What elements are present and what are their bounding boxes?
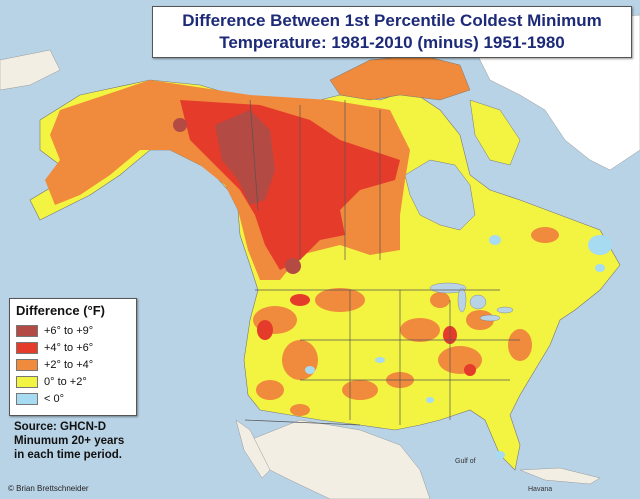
- legend-swatch: [16, 392, 38, 405]
- hudson-bay: [404, 159, 476, 231]
- legend-label: 0° to +2°: [44, 375, 87, 388]
- legend-item: 0° to +2°: [16, 373, 130, 390]
- zone-warm-strong-yukon: [215, 110, 275, 205]
- cuba: [519, 467, 601, 485]
- zone-cool-conus: [305, 235, 605, 459]
- legend-item: +4° to +6°: [16, 339, 130, 356]
- great-lakes: [429, 282, 514, 322]
- source-line3: in each time period.: [14, 449, 122, 461]
- zone-warm-low-labrador: [531, 227, 559, 243]
- zone-warm-mid-conus: [257, 294, 476, 376]
- credit: © Brian Brettschneider: [8, 484, 89, 493]
- zone-warm-strong-alaska: [173, 118, 187, 132]
- legend-swatch: [16, 324, 38, 337]
- place-label-havana: Havana: [528, 486, 553, 493]
- borders: [244, 99, 520, 426]
- zone-warm-low-conus: [253, 288, 532, 416]
- place-label-gulf: Gulf of: [455, 458, 476, 465]
- mexico: [249, 419, 431, 499]
- map-title: Difference Between 1st Percentile Coldes…: [152, 6, 632, 58]
- legend-label: +2° to +4°: [44, 358, 94, 371]
- legend-item: < 0°: [16, 390, 130, 407]
- legend-label: < 0°: [44, 392, 64, 405]
- zone-cool-newfoundland: [588, 235, 612, 255]
- legend-swatch: [16, 358, 38, 371]
- zone-warm-strong-bc: [285, 258, 301, 274]
- map-title-line2: Temperature: 1981-2010 (minus) 1951-1980: [219, 33, 565, 52]
- baja: [235, 419, 271, 479]
- legend-title: Difference (°F): [16, 303, 105, 318]
- legend-swatch: [16, 341, 38, 354]
- legend-item: +2° to +4°: [16, 356, 130, 373]
- legend-label: +4° to +6°: [44, 341, 94, 354]
- legend-item: +6° to +9°: [16, 322, 130, 339]
- legend-swatch: [16, 375, 38, 388]
- source-line1: Source: GHCN-D: [14, 421, 107, 433]
- legend: Difference (°F) +6° to +9° +4° to +6° +2…: [9, 298, 137, 416]
- legend-label: +6° to +9°: [44, 324, 94, 337]
- siberia: [0, 49, 61, 91]
- source-line2: Minumum 20+ years: [14, 435, 125, 447]
- map-title-line1: Difference Between 1st Percentile Coldes…: [182, 11, 602, 30]
- source-note: Source: GHCN-D Minumum 20+ years in each…: [14, 420, 164, 462]
- baffin-island: [469, 99, 521, 166]
